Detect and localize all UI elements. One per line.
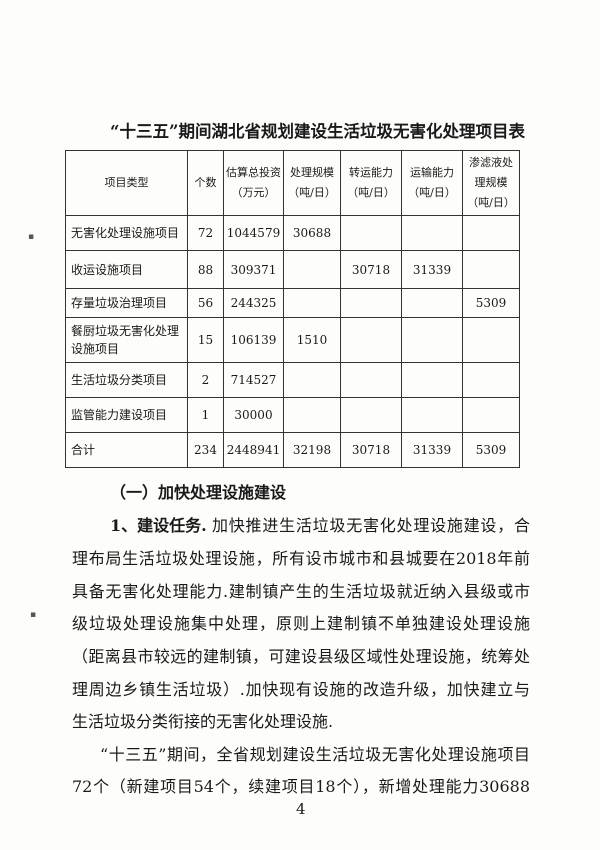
value-cell xyxy=(340,317,402,363)
value-cell xyxy=(283,362,341,398)
text-line: 加快推进生活垃圾无害化处理设施建设，合 xyxy=(212,516,530,535)
value-cell xyxy=(462,250,520,289)
value-cell: 234 xyxy=(187,432,224,468)
project-type-cell: 无害化处理设施项目 xyxy=(65,215,188,251)
section-heading: （一）加快处理设施建设 xyxy=(110,483,287,502)
value-cell xyxy=(401,215,463,251)
text-line: 理布局生活垃圾处理设施，所有设市城市和县城要在2018年前 xyxy=(72,549,530,568)
project-type-cell: 收运设施项目 xyxy=(65,250,188,289)
value-cell xyxy=(401,288,463,318)
value-cell xyxy=(283,250,341,289)
value-cell: 5309 xyxy=(462,432,520,468)
header-cell: 处理规模（吨/日） xyxy=(283,150,341,216)
value-cell xyxy=(462,317,520,363)
value-cell: 30688 xyxy=(283,215,341,251)
text-line: 72个（新建项目54个，续建项目18个），新增处理能力30688 xyxy=(72,777,530,796)
value-cell xyxy=(340,215,402,251)
value-cell: 31339 xyxy=(401,250,463,289)
header-cell: 个数 xyxy=(187,150,224,216)
table-title: “十三五”期间湖北省规划建设生活垃圾无害化处理项目表 xyxy=(110,122,525,141)
header-cell: 运输能力（吨/日） xyxy=(401,150,463,216)
value-cell: 309371 xyxy=(223,250,284,289)
project-type-cell: 合计 xyxy=(65,432,188,468)
text-line: （距离县市较远的建制镇，可建设县级区域性处理设施，统筹处 xyxy=(72,647,530,666)
value-cell: 2448941 xyxy=(223,432,284,468)
value-cell: 1 xyxy=(187,397,224,433)
project-type-cell: 存量垃圾治理项目 xyxy=(65,288,188,318)
value-cell xyxy=(340,288,402,318)
header-cell: 转运能力（吨/日） xyxy=(340,150,402,216)
value-cell: 714527 xyxy=(223,362,284,398)
value-cell xyxy=(462,397,520,433)
project-type-cell: 监管能力建设项目 xyxy=(65,397,188,433)
text-line: 理周边乡镇生活垃圾）.加快现有设施的改造升级，加快建立与 xyxy=(72,680,530,699)
value-cell: 106139 xyxy=(223,317,284,363)
value-cell: 5309 xyxy=(462,288,520,318)
value-cell xyxy=(283,397,341,433)
text-line: “十三五”期间，全省规划建设生活垃圾无害化处理设施项目 xyxy=(100,745,530,764)
value-cell xyxy=(340,362,402,398)
scan-mark: ▪ xyxy=(30,610,37,620)
value-cell xyxy=(401,317,463,363)
project-table: 项目类型 个数 估算总投资（万元） 处理规模（吨/日） 转运能力（吨/日） 运输能力（吨/… xyxy=(65,150,520,468)
table-row: 收运设施项目 88 309371 30718 31339 xyxy=(65,250,520,289)
value-cell: 30000 xyxy=(223,397,284,433)
table-header-row: 项目类型 个数 估算总投资（万元） 处理规模（吨/日） 转运能力（吨/日） 运输能力（吨/… xyxy=(65,150,520,216)
value-cell: 72 xyxy=(187,215,224,251)
table-row: 无害化处理设施项目 72 1044579 30688 xyxy=(65,215,520,251)
value-cell: 244325 xyxy=(223,288,284,318)
value-cell: 30718 xyxy=(340,432,402,468)
table-row: 存量垃圾治理项目 56 244325 5309 xyxy=(65,288,520,318)
text-line: 具备无害化处理能力.建制镇产生的生活垃圾就近纳入县级或市 xyxy=(72,582,530,601)
value-cell: 30718 xyxy=(340,250,402,289)
value-cell: 56 xyxy=(187,288,224,318)
value-cell: 1510 xyxy=(283,317,341,363)
page-number: 4 xyxy=(296,800,306,818)
value-cell: 31339 xyxy=(401,432,463,468)
table-row: 生活垃圾分类项目 2 714527 xyxy=(65,362,520,398)
header-cell: 渗滤液处理规模（吨/日） xyxy=(462,150,520,216)
value-cell: 2 xyxy=(187,362,224,398)
value-cell: 15 xyxy=(187,317,224,363)
value-cell xyxy=(462,215,520,251)
value-cell xyxy=(401,397,463,433)
value-cell xyxy=(340,397,402,433)
value-cell xyxy=(462,362,520,398)
project-type-cell: 生活垃圾分类项目 xyxy=(65,362,188,398)
value-cell: 88 xyxy=(187,250,224,289)
header-cell: 项目类型 xyxy=(65,150,188,216)
value-cell xyxy=(283,288,341,318)
table-row: 餐厨垃圾无害化处理设施项目 15 106139 1510 xyxy=(65,317,520,363)
para-lead: 1、建设任务. xyxy=(110,516,207,535)
value-cell: 1044579 xyxy=(223,215,284,251)
project-type-cell: 餐厨垃圾无害化处理设施项目 xyxy=(65,317,188,363)
value-cell: 32198 xyxy=(283,432,341,468)
scan-mark: ▪ xyxy=(28,232,35,242)
value-cell xyxy=(401,362,463,398)
header-cell: 估算总投资（万元） xyxy=(223,150,284,216)
text-line: 级垃圾处理设施集中处理，原则上建制镇不单独建设处理设施 xyxy=(72,614,530,633)
table-row: 合计 234 2448941 32198 30718 31339 5309 xyxy=(65,432,520,468)
table-row: 监管能力建设项目 1 30000 xyxy=(65,397,520,433)
text-line: 生活垃圾分类衔接的无害化处理设施. xyxy=(72,712,334,731)
